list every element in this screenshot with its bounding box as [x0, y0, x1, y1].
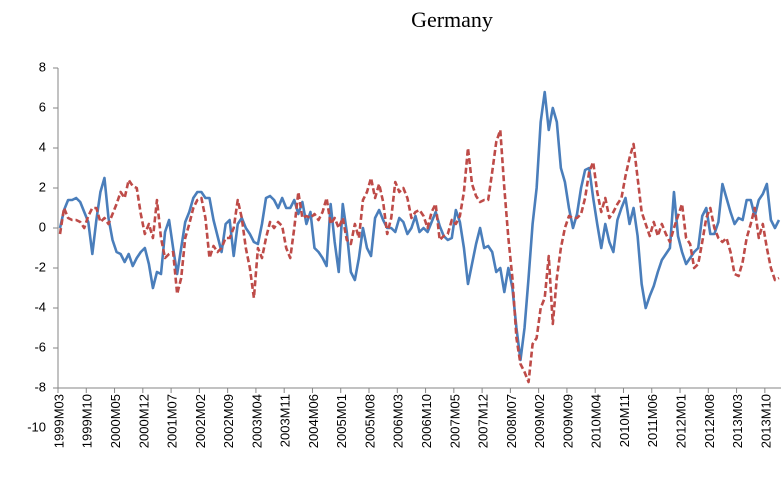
x-tick-label: 2000M12	[136, 394, 151, 448]
x-tick-label: 2000M05	[108, 394, 123, 448]
y-tick-label: -2	[34, 259, 46, 274]
x-tick-label: 2008M07	[504, 394, 519, 448]
x-tick-label: 2009M02	[532, 394, 547, 448]
chart-title: Germany	[411, 7, 493, 32]
x-tick-label: 2010M11	[617, 394, 632, 447]
y-tick-label: -4	[34, 299, 46, 314]
x-tick-label: 2005M01	[334, 394, 349, 448]
x-tick-label: 2012M08	[702, 394, 717, 448]
x-tick-label: 2003M11	[278, 394, 293, 447]
x-tick-label: 2002M09	[221, 394, 236, 448]
y-tick-label: 8	[39, 59, 46, 74]
y-tick-label: -8	[34, 379, 46, 394]
x-tick-label: 1999M10	[80, 394, 95, 448]
x-tick-label: 2001M07	[165, 394, 180, 448]
y-tick-label: 4	[39, 139, 46, 154]
x-tick-label: 1999M03	[51, 394, 66, 448]
series-line	[58, 128, 780, 384]
y-tick-label: 2	[39, 179, 46, 194]
x-tick-label: 2002M02	[193, 394, 208, 448]
x-tick-label: 2013M03	[730, 394, 745, 448]
x-tick-label: 2005M08	[362, 394, 377, 448]
x-tick-label: 2003M04	[249, 394, 264, 448]
y-tick-label: -6	[34, 339, 46, 354]
x-tick-label: 2007M12	[476, 394, 491, 448]
y-tick-label: 0	[39, 219, 46, 234]
x-tick-label: 2004M06	[306, 394, 321, 448]
x-tick-label: 2009M09	[560, 394, 575, 448]
y-tick-label: -10	[27, 419, 46, 434]
y-tick-label: 6	[39, 99, 46, 114]
x-tick-label: 2006M03	[391, 394, 406, 448]
x-tick-label: 2013M10	[758, 394, 773, 448]
series-line	[58, 90, 781, 362]
x-tick-label: 2006M10	[419, 394, 434, 448]
x-tick-label: 2010M04	[589, 394, 604, 448]
x-tick-label: 2007M05	[447, 394, 462, 448]
x-tick-label: 2012M01	[673, 394, 688, 448]
x-tick-label: 2011M06	[645, 394, 660, 447]
